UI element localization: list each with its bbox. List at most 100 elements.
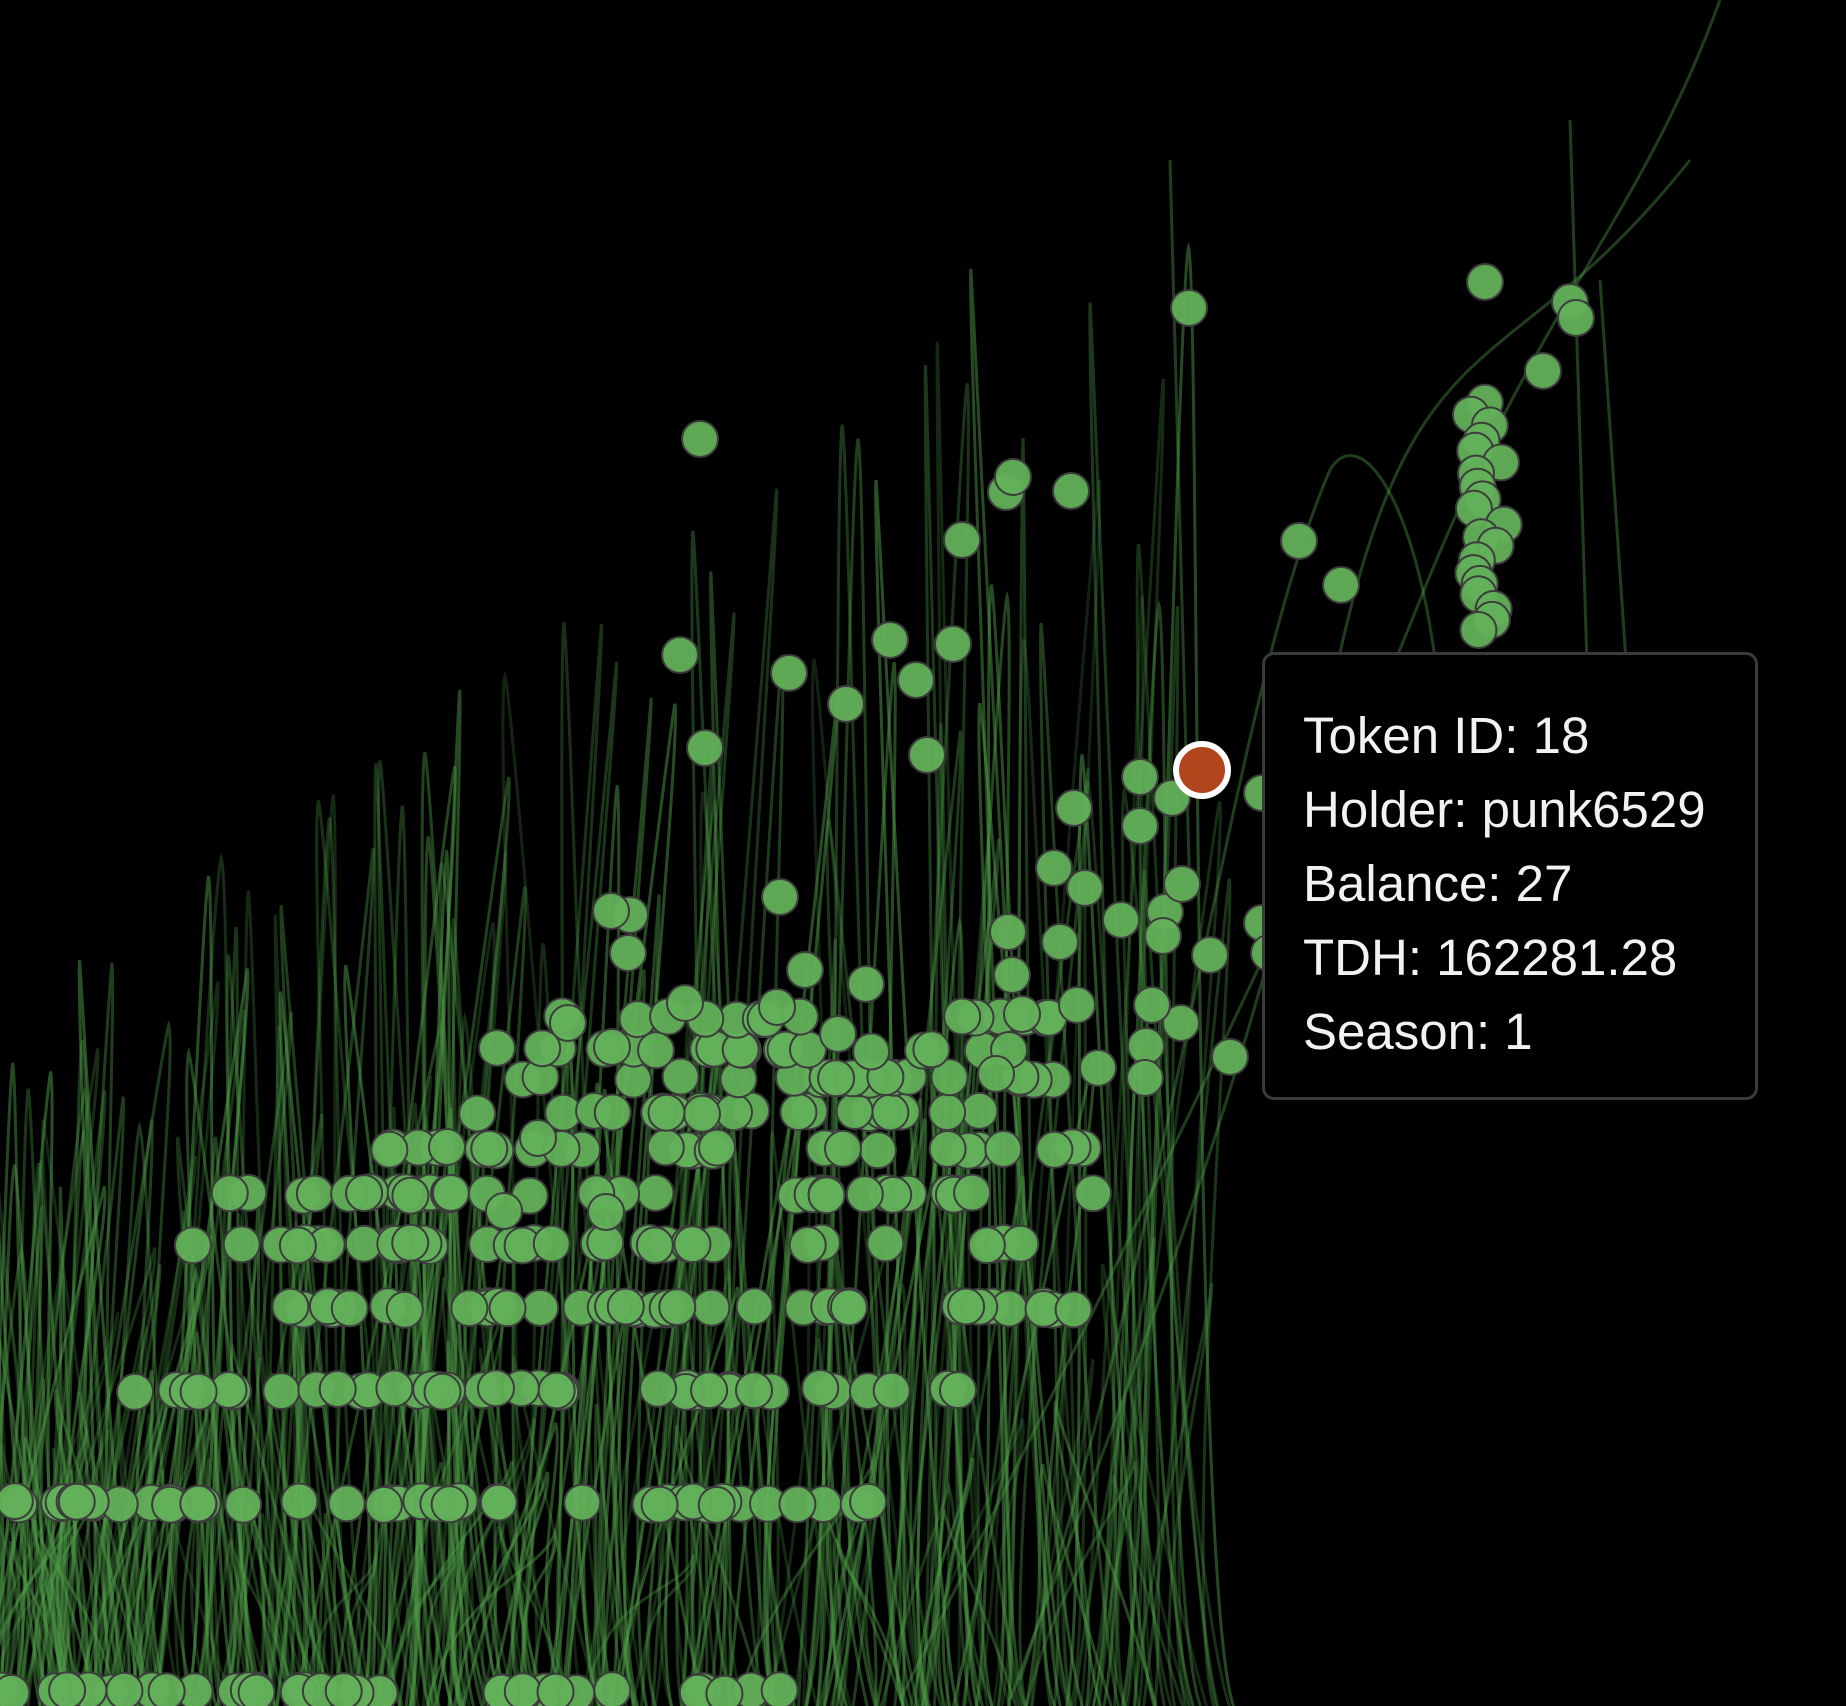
density-curve <box>136 1413 182 1706</box>
data-point <box>939 1371 977 1410</box>
density-curve <box>831 1538 909 1706</box>
data-point <box>984 1130 1023 1168</box>
density-curve <box>0 1244 66 1706</box>
density-curve <box>386 1536 465 1706</box>
data-point <box>673 1225 712 1264</box>
data-point <box>852 1032 891 1071</box>
data-point <box>1127 1027 1165 1065</box>
data-point <box>845 1175 884 1214</box>
data-point <box>989 913 1027 951</box>
density-curve <box>1065 754 1156 1706</box>
density-curve <box>275 847 376 1706</box>
data-point <box>824 1129 862 1168</box>
data-point <box>1459 611 1498 649</box>
density-curve <box>453 1471 550 1706</box>
data-point <box>470 1129 509 1168</box>
data-point <box>928 1093 967 1132</box>
density-curve <box>330 766 458 1706</box>
density-curve <box>0 1523 65 1706</box>
density-curve <box>764 1133 919 1706</box>
data-point <box>280 1482 319 1521</box>
density-curve <box>299 1479 404 1706</box>
data-point <box>295 1174 334 1213</box>
data-point <box>1035 849 1073 887</box>
data-point <box>967 1226 1006 1265</box>
data-point <box>549 1004 587 1042</box>
data-point <box>450 1289 489 1328</box>
density-curve <box>917 837 994 1706</box>
data-point <box>592 892 630 930</box>
data-point <box>1557 299 1595 337</box>
data-point <box>364 1485 403 1524</box>
data-point <box>640 1485 679 1524</box>
tooltip-token-id: Token ID: 18 <box>1303 707 1590 764</box>
density-curve <box>565 697 653 1706</box>
density-curve <box>408 836 503 1706</box>
density-curve <box>376 760 463 1706</box>
data-point <box>423 1372 462 1411</box>
density-curve <box>315 800 417 1706</box>
data-point <box>521 1288 560 1327</box>
data-point <box>1211 1038 1249 1076</box>
data-point <box>1466 263 1504 301</box>
density-curve <box>265 1372 329 1706</box>
density-curve <box>805 438 906 1706</box>
data-point <box>318 1370 357 1408</box>
density-curve <box>428 886 527 1706</box>
data-point <box>928 1130 967 1168</box>
density-curve <box>651 744 714 1706</box>
density-curve <box>223 1512 312 1706</box>
data-point <box>370 1130 409 1169</box>
data-point <box>807 1176 846 1215</box>
data-point <box>385 1290 424 1329</box>
density-curve <box>825 819 943 1706</box>
data-point <box>801 1369 840 1407</box>
data-point <box>606 1287 645 1326</box>
density-curve <box>1039 622 1120 1706</box>
density-curve <box>1073 1236 1156 1706</box>
density-curve <box>409 752 510 1706</box>
data-point <box>1121 807 1159 845</box>
data-point <box>993 956 1031 994</box>
data-point <box>458 1094 497 1133</box>
data-point <box>705 1674 744 1706</box>
data-point <box>1126 1059 1164 1097</box>
density-curve <box>590 1403 636 1706</box>
data-point <box>1003 995 1041 1033</box>
data-point <box>692 1288 731 1327</box>
density-curve <box>1000 638 1102 1706</box>
density-curve <box>974 584 1072 1706</box>
data-point <box>770 654 808 692</box>
data-point <box>563 1483 602 1522</box>
density-curve <box>913 1457 974 1706</box>
data-point <box>536 1672 575 1706</box>
density-curve <box>0 1429 90 1706</box>
data-point <box>666 984 704 1022</box>
density-curve <box>273 915 323 1706</box>
density-curve <box>829 1283 929 1706</box>
data-point <box>1058 986 1096 1024</box>
data-point <box>324 1672 363 1706</box>
data-point <box>431 1174 470 1212</box>
data-point <box>173 1226 212 1265</box>
density-curve <box>274 794 359 1706</box>
density-curve <box>194 1457 273 1706</box>
data-point <box>930 1058 969 1097</box>
data-point <box>681 420 719 458</box>
data-point <box>646 1128 685 1167</box>
data-point <box>0 1482 34 1521</box>
density-curve <box>1079 378 1165 1706</box>
data-point <box>829 1288 868 1327</box>
hover-tooltip: Token ID: 18 Holder: punk6529 Balance: 2… <box>1262 652 1758 1100</box>
density-curve <box>12 1436 101 1706</box>
data-point <box>1121 758 1159 796</box>
density-curve <box>679 488 779 1706</box>
density-curve <box>0 1273 69 1706</box>
data-point <box>609 934 647 972</box>
data-point <box>1035 1130 1074 1169</box>
density-curve <box>1133 1283 1214 1706</box>
density-curve <box>1091 801 1222 1706</box>
data-point <box>278 1226 317 1265</box>
tooltip-season: Season: 1 <box>1303 1003 1533 1060</box>
